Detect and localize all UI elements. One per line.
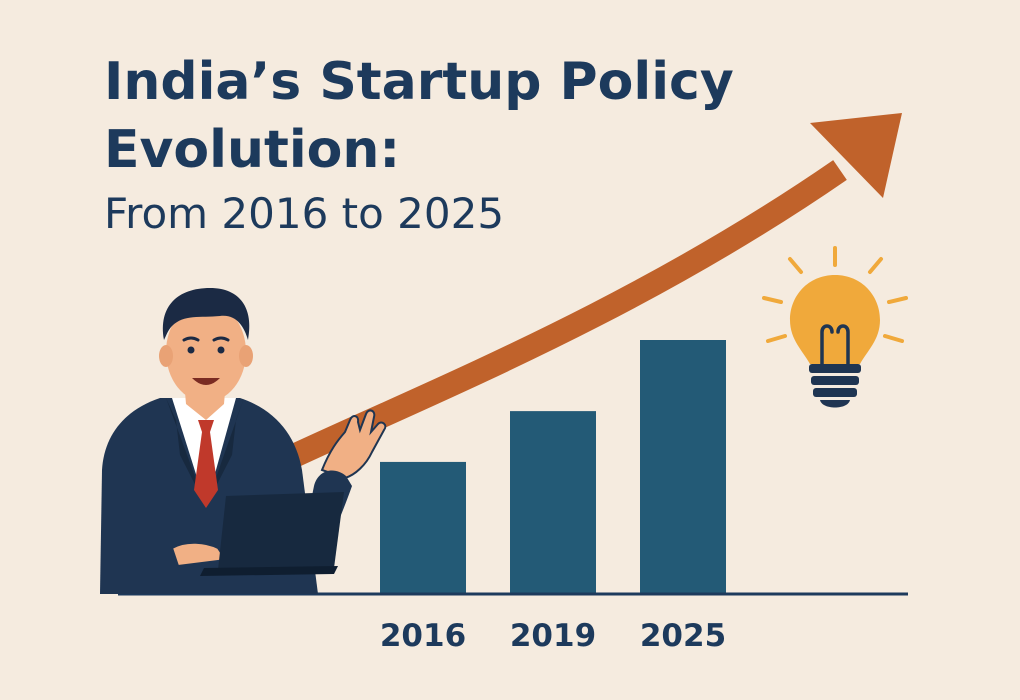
bar-2025 [640,340,726,594]
x-axis-ticks: 2016 2019 2025 [380,618,726,654]
growth-arrow-icon [262,113,902,479]
bar-2019 [510,411,596,594]
x-tick-label-2019: 2019 [510,618,596,654]
title-line-3: From 2016 to 2025 [104,189,505,238]
bar-2016 [380,461,466,594]
page-title: India’s Startup Policy Evolution: From 2… [104,48,734,244]
title-line-1: India’s Startup Policy [104,52,734,112]
title-line-2: Evolution: [104,120,401,180]
x-tick-label-2025: 2025 [640,618,726,654]
bar-series [380,340,726,594]
x-tick-label-2016: 2016 [380,618,466,654]
lightbulb-icon [762,246,908,408]
laptop-icon [200,492,344,576]
